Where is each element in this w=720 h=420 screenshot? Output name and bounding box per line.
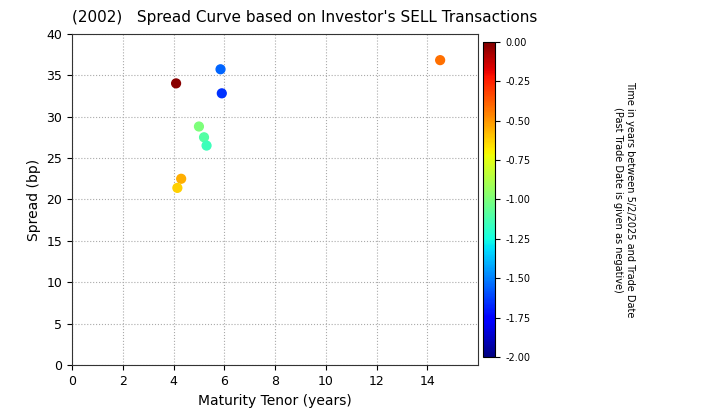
Text: (2002)   Spread Curve based on Investor's SELL Transactions: (2002) Spread Curve based on Investor's … xyxy=(72,10,537,26)
Point xyxy=(171,80,182,87)
Y-axis label: Time in years between 5/2/2025 and Trade Date
(Past Trade Date is given as negat: Time in years between 5/2/2025 and Trade… xyxy=(613,81,635,318)
Point xyxy=(216,90,228,97)
Point xyxy=(201,142,212,149)
X-axis label: Maturity Tenor (years): Maturity Tenor (years) xyxy=(198,394,352,408)
Point xyxy=(176,176,187,182)
Point xyxy=(198,134,210,141)
Point xyxy=(171,184,183,191)
Y-axis label: Spread (bp): Spread (bp) xyxy=(27,158,41,241)
Point xyxy=(434,57,446,63)
Point xyxy=(193,123,204,130)
Point xyxy=(215,66,226,73)
